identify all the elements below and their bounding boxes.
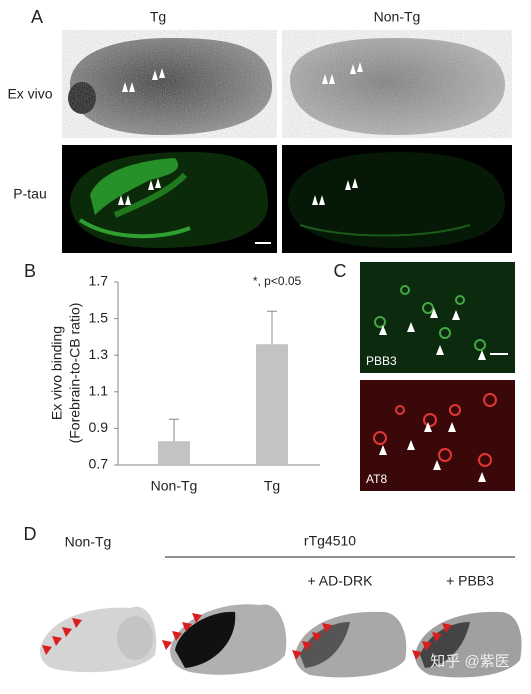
column-title: Tg [150, 9, 166, 25]
y-axis-title: (Forebrain-to-CB ratio) [67, 303, 83, 444]
autoradiogram [415, 611, 522, 678]
y-tick-label: 1.1 [89, 383, 109, 399]
row-title: P-tau [13, 186, 46, 202]
error-bar [169, 418, 179, 442]
y-tick-label: 1.5 [89, 309, 109, 325]
column-title: Non-Tg [374, 9, 421, 25]
row-title: Ex vivo [7, 86, 52, 102]
y-tick-label: 0.9 [89, 419, 109, 435]
error-bar [267, 310, 277, 345]
y-tick-label: 0.7 [89, 456, 109, 472]
autoradiogram [40, 606, 157, 673]
ex-vivo-image [62, 30, 277, 138]
treatment-label: + AD-DRK [308, 573, 374, 589]
panel-label: A [31, 7, 43, 27]
annotation: *, p<0.05 [253, 274, 302, 288]
bar-chart: 0.7 0.9 1.1 1.3 1.5 1.7 Non-Tg Tg [89, 273, 288, 494]
image-label: AT8 [366, 472, 387, 486]
y-tick-label: 1.7 [89, 273, 109, 289]
bar [158, 441, 190, 465]
treatment-label: + PBB3 [446, 573, 494, 589]
arrowheads [118, 178, 358, 205]
p-tau-image [62, 145, 277, 253]
y-tick-label: 1.3 [89, 346, 109, 362]
panel-label: B [24, 261, 36, 281]
watermark: 知乎 @紫医 [430, 653, 509, 670]
panel-label: C [334, 261, 347, 281]
group-label: Non-Tg [65, 534, 112, 550]
x-tick-label: Non-Tg [151, 478, 198, 494]
arrowheads [122, 62, 363, 92]
p-tau-image [282, 145, 512, 253]
autoradiogram [170, 604, 287, 675]
bar [256, 344, 288, 465]
arrowheads [42, 613, 452, 660]
y-axis-title: Ex vivo binding [49, 326, 65, 420]
at8-image [360, 380, 515, 491]
panel-label: D [24, 524, 37, 544]
autoradiogram [295, 611, 407, 678]
x-tick-label: Tg [264, 478, 280, 494]
ex-vivo-image [282, 30, 512, 138]
group-label: rTg4510 [304, 533, 356, 549]
image-label: PBB3 [366, 354, 397, 368]
